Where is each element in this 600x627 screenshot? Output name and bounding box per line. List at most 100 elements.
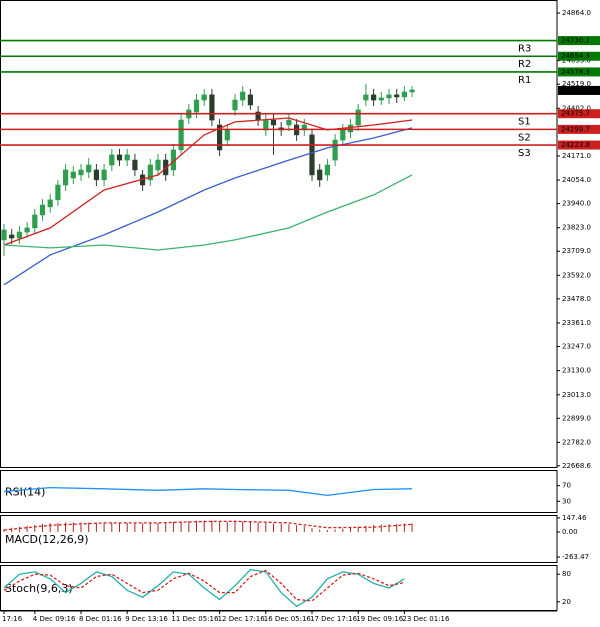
- y-tick-label: 0.00: [562, 528, 578, 536]
- y-tick-label: 24054.0: [562, 176, 591, 184]
- candle-body: [70, 171, 76, 179]
- candle-body: [409, 89, 415, 93]
- indicator-line: [3, 520, 413, 531]
- candle-body: [332, 139, 338, 161]
- candle-body: [224, 129, 230, 141]
- y-tick-label: 23130.0: [562, 367, 591, 375]
- candle-body: [178, 119, 184, 151]
- histogram-bar: [42, 523, 43, 532]
- y-tick-label: 23247.0: [562, 343, 591, 351]
- last-price: 24488.5: [561, 86, 590, 94]
- histogram-bar: [103, 522, 105, 532]
- histogram-bar: [165, 522, 167, 532]
- candle-body: [270, 119, 277, 126]
- histogram-bar: [196, 520, 197, 532]
- panel-title: RSI(14): [5, 486, 45, 499]
- x-tick-label: 17 Dec 17:16: [310, 615, 358, 623]
- histogram-bar: [334, 529, 336, 532]
- histogram-bar: [57, 522, 59, 532]
- histogram-bar: [396, 523, 398, 532]
- candle-body: [124, 154, 130, 161]
- y-tick-label: 23823.0: [562, 224, 591, 232]
- candle-body: [340, 129, 346, 141]
- candle-body: [32, 214, 38, 229]
- level-name: R2: [518, 59, 531, 70]
- y-tick-label: 147.46: [562, 514, 587, 522]
- candle-body: [9, 234, 15, 239]
- histogram-bar: [211, 520, 213, 532]
- x-tick-label: 19 Dec 09:16: [356, 615, 404, 623]
- histogram-bar: [411, 523, 413, 532]
- histogram-bar: [342, 528, 344, 532]
- histogram-bar: [380, 524, 382, 532]
- y-tick-label: 23361.0: [562, 319, 591, 327]
- histogram-bar: [288, 524, 290, 532]
- level-price-box: [558, 124, 600, 134]
- histogram-bar: [157, 522, 159, 532]
- candle-body: [109, 154, 115, 166]
- candle-body: [355, 109, 361, 126]
- level-name: S1: [518, 117, 531, 128]
- y-tick-label: 24519.0: [562, 80, 591, 88]
- histogram-bar: [365, 525, 367, 532]
- histogram-bar: [80, 522, 82, 532]
- y-tick-label: 23592.0: [562, 271, 591, 279]
- histogram-bar: [95, 522, 97, 532]
- panel-frame: [0, 515, 558, 563]
- x-tick-label: 17:16: [2, 615, 23, 623]
- candle-body: [24, 227, 30, 233]
- candle-body: [55, 184, 61, 201]
- candle-body: [240, 91, 246, 101]
- level-price: 24730.2: [561, 37, 590, 45]
- histogram-bar: [373, 525, 375, 532]
- candle-body: [1, 229, 7, 241]
- y-tick-label: 70: [562, 482, 571, 490]
- histogram-bar: [219, 521, 221, 532]
- candle-body: [263, 119, 269, 131]
- histogram-bar: [34, 524, 36, 532]
- indicator-line: [3, 486, 413, 497]
- level-price: 24578.3: [561, 68, 590, 76]
- y-tick-label: 24864.0: [562, 9, 591, 17]
- x-tick-label: 12 Dec 17:16: [218, 615, 266, 623]
- level-price: 24375.7: [561, 110, 590, 118]
- histogram-bar: [180, 521, 182, 532]
- histogram-bar: [273, 523, 274, 532]
- indicator-line: [3, 117, 413, 246]
- level-price-box: [558, 51, 600, 61]
- histogram-bar: [134, 523, 136, 532]
- candle-body: [62, 169, 69, 186]
- histogram-bar: [350, 527, 351, 532]
- candle-body: [317, 169, 323, 181]
- y-tick-label: 23709.0: [562, 247, 591, 255]
- x-tick-label: 8 Dec 01:16: [79, 615, 122, 623]
- candle-body: [147, 164, 153, 181]
- y-tick-label: 30: [562, 497, 571, 505]
- candle-body: [394, 94, 400, 98]
- histogram-bar: [18, 526, 20, 532]
- histogram-bar: [265, 522, 267, 532]
- candle-body: [217, 124, 223, 151]
- histogram-bar: [311, 528, 313, 532]
- histogram-bar: [326, 530, 328, 532]
- histogram-bar: [234, 521, 236, 532]
- candle-body: [116, 154, 123, 161]
- candle-body: [93, 169, 99, 181]
- candle-body: [286, 119, 292, 126]
- x-tick-label: 16 Dec 05:16: [264, 615, 312, 623]
- histogram-bar: [3, 529, 5, 532]
- histogram-bar: [249, 521, 251, 532]
- y-tick-label: 22668.6: [562, 462, 591, 470]
- histogram-bar: [388, 524, 390, 532]
- histogram-bar: [126, 522, 128, 532]
- histogram-bar: [142, 523, 144, 532]
- panel-title: Stoch(9,6,3): [5, 582, 73, 595]
- panel-frame: [0, 470, 558, 513]
- histogram-bar: [149, 523, 151, 532]
- candle-body: [39, 204, 46, 216]
- histogram-bar: [172, 521, 174, 532]
- histogram-bar: [403, 523, 405, 532]
- candle-body: [386, 94, 392, 99]
- panel-title: MACD(12,26,9): [5, 533, 89, 546]
- x-tick-label: 9 Dec 13:16: [125, 615, 168, 623]
